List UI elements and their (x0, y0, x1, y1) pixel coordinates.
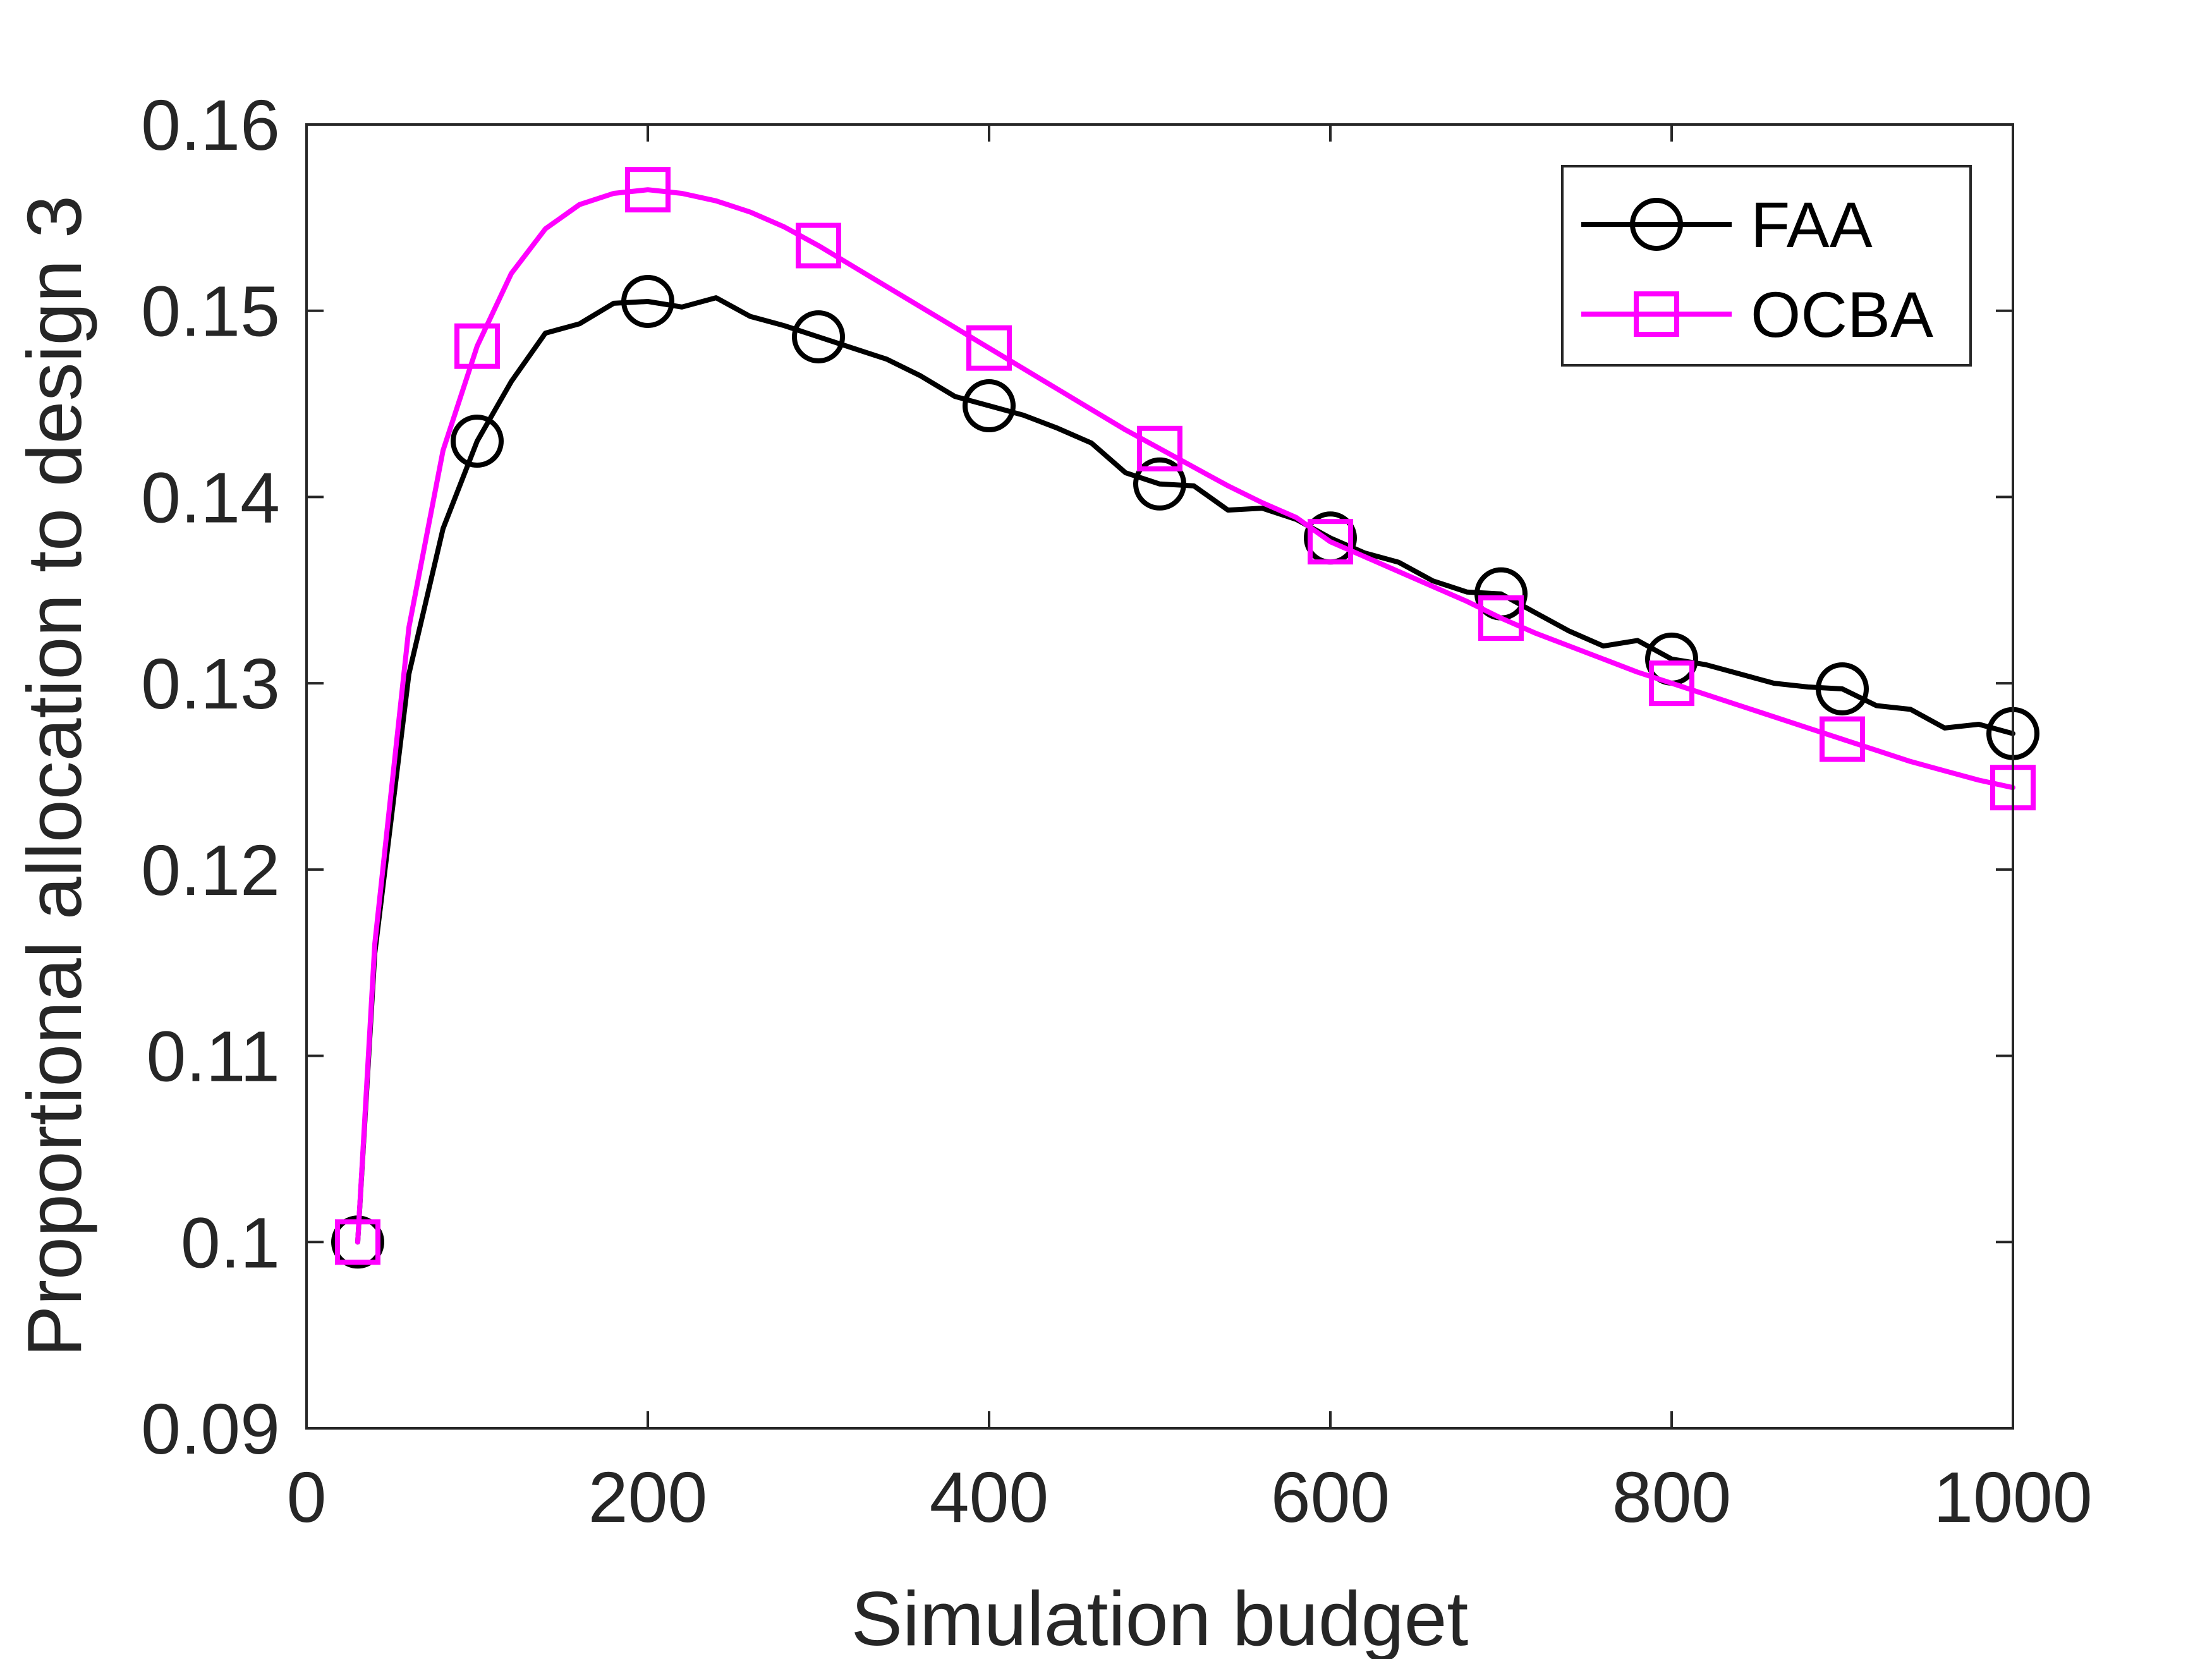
ocba-marker (1478, 595, 1524, 641)
series-layer (331, 167, 2039, 1269)
ocba-marker (966, 325, 1012, 371)
x-tick-label: 200 (588, 1457, 708, 1537)
ocba-marker (625, 167, 671, 213)
ocba-marker (1820, 716, 1865, 762)
x-axis-title: Simulation budget (851, 1576, 1469, 1659)
faa-marker (963, 379, 1016, 433)
legend-faa-label: FAA (1751, 189, 1873, 261)
y-tick-label: 0.16 (141, 85, 280, 165)
legend-ocba-label: OCBA (1751, 279, 1933, 351)
y-tick-label: 0.11 (146, 1017, 280, 1097)
axes-layer: 0 200 400 600 800 1000 0.09 0.1 0.11 0.12 0.13 0.14… (141, 85, 2093, 1537)
y-tick-label: 0.1 (181, 1203, 280, 1282)
y-tick-label: 0.09 (141, 1389, 280, 1469)
x-tick-label: 400 (930, 1457, 1049, 1537)
legend-faa-marker (1630, 198, 1683, 251)
ocba-marker (1649, 660, 1694, 707)
faa-marker (621, 274, 674, 328)
y-tick-label: 0.13 (141, 644, 280, 724)
faa-marker (792, 310, 845, 363)
legend-box (1561, 165, 1972, 367)
y-tick-label: 0.14 (141, 458, 280, 537)
faa-line (355, 295, 2015, 1245)
ocba-line (355, 187, 2015, 1245)
ocba-marker (796, 222, 841, 269)
ocba-marker (1137, 425, 1182, 471)
axes-box (305, 123, 2014, 1430)
y-tick-label: 0.12 (141, 830, 280, 910)
x-tick-label: 1000 (1933, 1457, 2092, 1537)
legend-ocba-marker (1634, 291, 1679, 337)
faa-marker (1816, 662, 1869, 715)
y-axis-title: Proportional allocation to design 3 (11, 195, 97, 1357)
x-tick-label: 800 (1612, 1457, 1732, 1537)
x-tick-label: 0 (287, 1457, 327, 1537)
y-tick-label: 0.15 (141, 272, 280, 351)
x-tick-label: 600 (1271, 1457, 1390, 1537)
faa-marker (1133, 457, 1186, 511)
ocba-marker (335, 1219, 380, 1265)
ocba-marker (1308, 519, 1353, 565)
ocba-marker (454, 323, 500, 369)
faa-marker (451, 415, 504, 468)
legend: FAA OCBA (1561, 165, 1972, 367)
